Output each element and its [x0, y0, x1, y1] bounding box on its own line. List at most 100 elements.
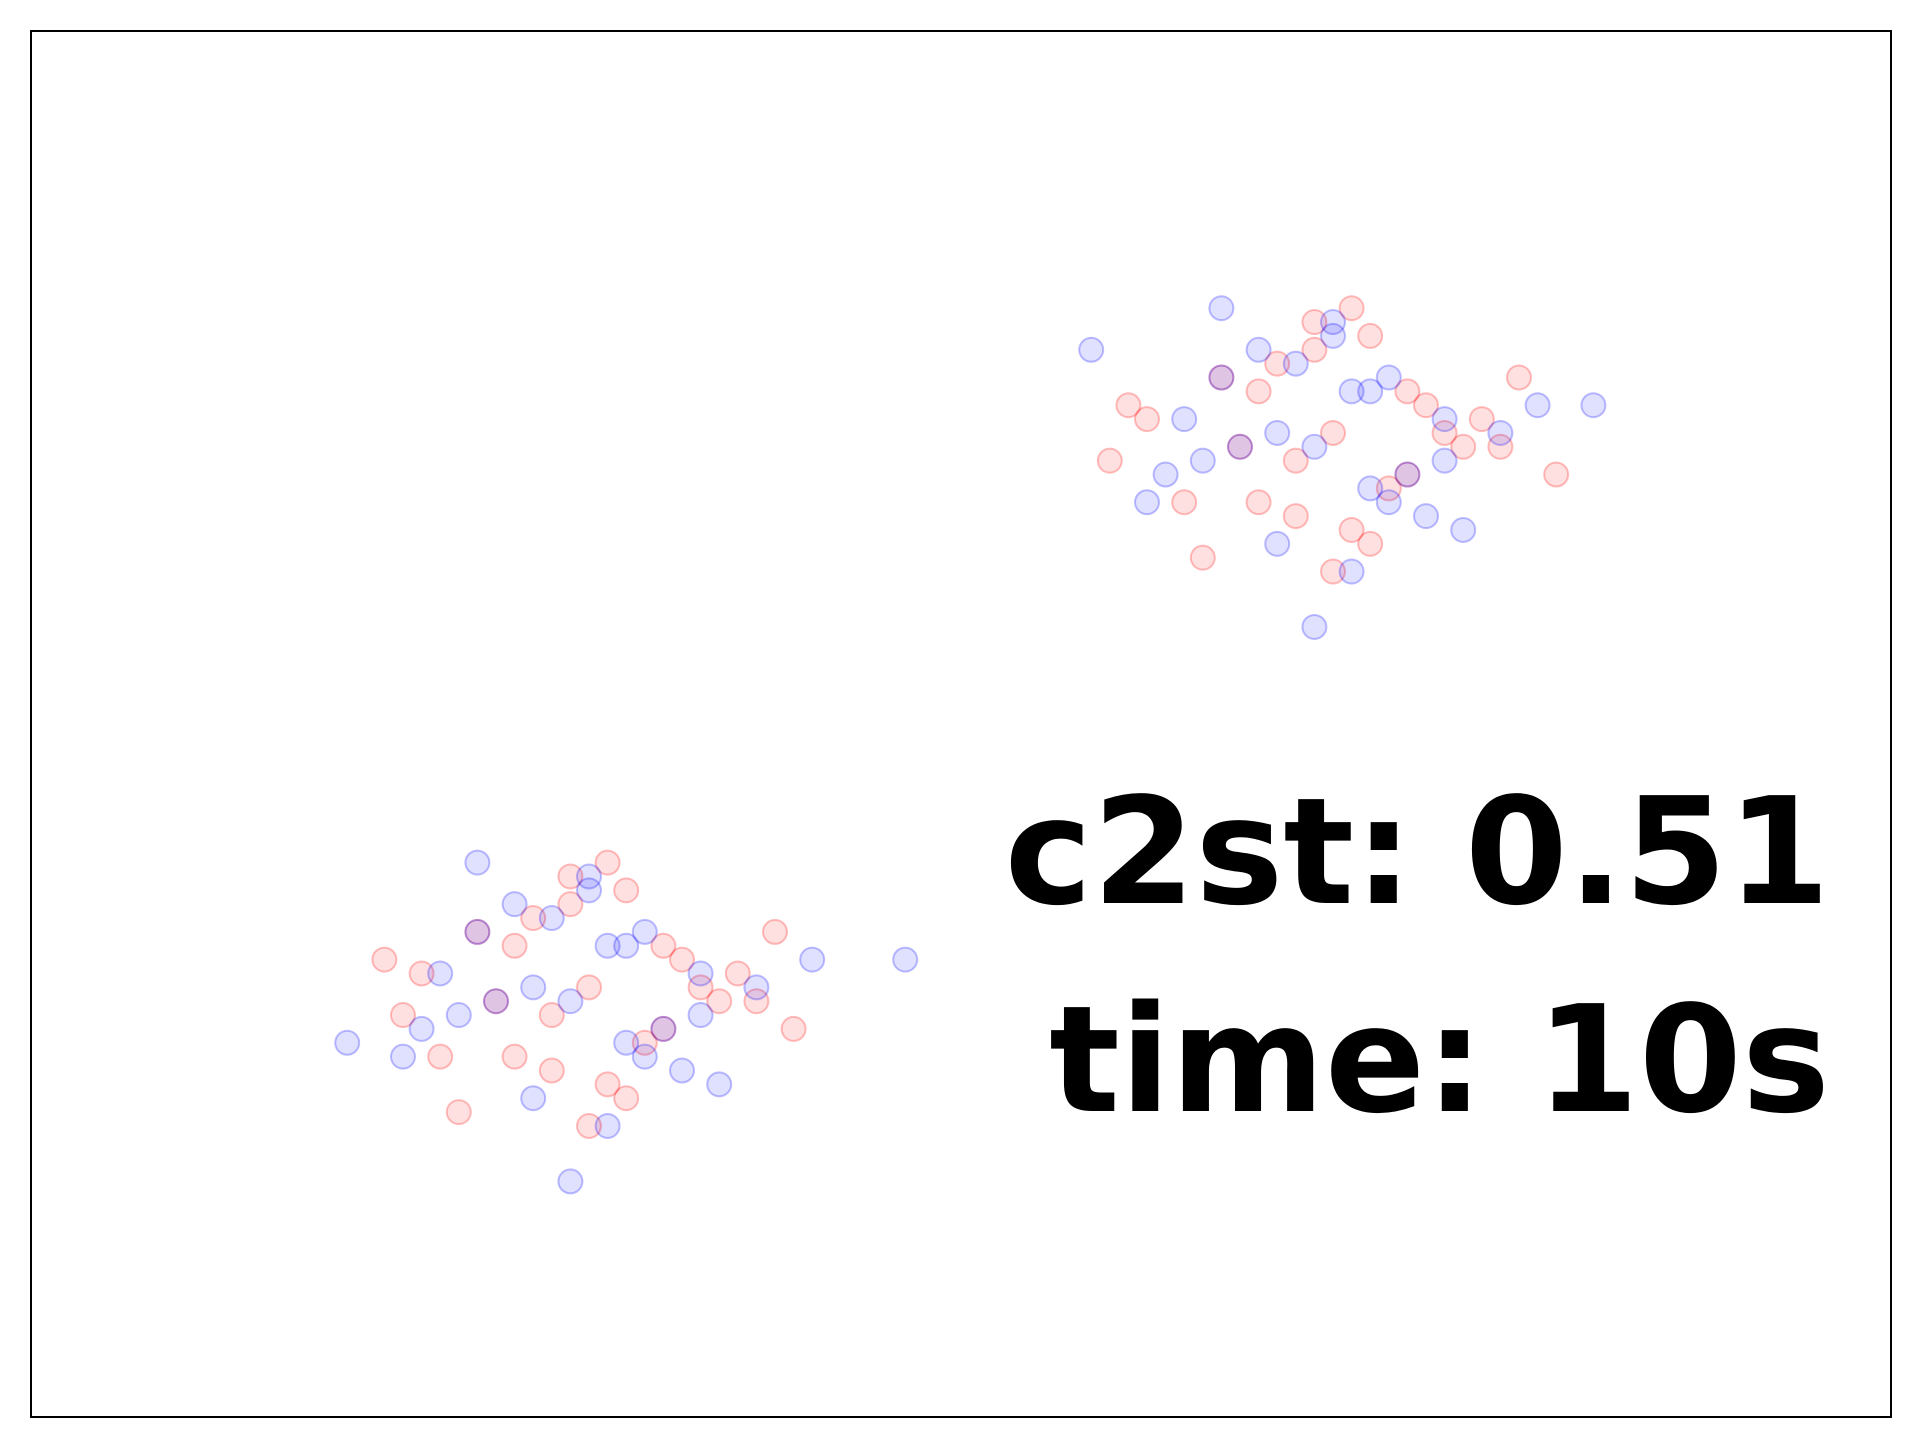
point — [706, 988, 733, 1015]
point — [650, 932, 677, 959]
point — [501, 891, 528, 918]
point — [1338, 378, 1365, 405]
point — [1264, 419, 1291, 446]
point — [1282, 503, 1309, 530]
point — [762, 918, 788, 945]
point — [1264, 530, 1291, 557]
point — [576, 863, 602, 890]
point — [669, 946, 695, 973]
point — [1375, 475, 1402, 502]
point — [1171, 406, 1198, 433]
point — [687, 960, 714, 987]
point — [1338, 516, 1365, 543]
point — [1301, 309, 1328, 336]
point — [445, 1099, 472, 1126]
point — [1189, 544, 1216, 571]
point — [483, 988, 509, 1015]
point — [1320, 322, 1346, 349]
point — [1301, 336, 1328, 363]
point — [1468, 406, 1495, 433]
point — [669, 1057, 695, 1084]
point — [1487, 433, 1514, 460]
point — [1152, 461, 1179, 488]
point — [1487, 419, 1514, 446]
point — [1301, 433, 1328, 460]
point — [427, 960, 454, 987]
point — [1450, 433, 1477, 460]
annotation: c2st: 0.51 — [1005, 766, 1830, 938]
point — [1282, 350, 1309, 377]
point — [576, 877, 602, 904]
point — [650, 1015, 677, 1042]
point — [371, 946, 398, 973]
point — [892, 946, 919, 973]
point — [1375, 489, 1402, 516]
point — [1320, 419, 1346, 446]
point — [594, 1112, 621, 1139]
point — [1282, 447, 1309, 474]
point — [613, 1029, 640, 1056]
point — [1357, 322, 1384, 349]
point — [464, 918, 491, 945]
point — [557, 863, 584, 890]
point — [687, 1002, 714, 1029]
point — [557, 891, 584, 918]
point — [631, 918, 658, 945]
point — [613, 932, 640, 959]
point — [594, 932, 621, 959]
point — [464, 918, 491, 945]
point — [1245, 489, 1272, 516]
annotation: time: 10s — [1049, 974, 1830, 1146]
point — [1543, 461, 1570, 488]
point — [743, 974, 770, 1001]
point — [538, 1002, 565, 1029]
point — [1245, 378, 1272, 405]
point — [1431, 447, 1458, 474]
point — [631, 1043, 658, 1070]
point — [1208, 364, 1235, 391]
point — [390, 1002, 416, 1029]
point — [1245, 336, 1272, 363]
point — [1338, 295, 1365, 322]
point — [650, 1015, 677, 1042]
point — [1450, 516, 1477, 543]
point — [1208, 364, 1235, 391]
point — [1357, 475, 1384, 502]
point — [557, 1168, 584, 1195]
point — [427, 1043, 454, 1070]
point — [1431, 419, 1458, 446]
point — [445, 1002, 472, 1029]
point — [1431, 406, 1458, 433]
point — [1357, 378, 1384, 405]
point — [538, 1057, 565, 1084]
points — [334, 295, 1607, 1195]
point — [464, 849, 491, 876]
point — [408, 960, 435, 987]
point — [334, 1029, 361, 1056]
point — [1357, 530, 1384, 557]
point — [408, 1015, 435, 1042]
point — [501, 932, 528, 959]
point — [724, 960, 751, 987]
point — [576, 1112, 602, 1139]
point — [576, 974, 602, 1001]
point — [1134, 406, 1160, 433]
point — [1208, 295, 1235, 322]
point — [1375, 364, 1402, 391]
point — [520, 1085, 547, 1112]
point — [1189, 447, 1216, 474]
point — [706, 1071, 733, 1098]
point — [1115, 392, 1142, 419]
point — [687, 974, 714, 1001]
point — [1338, 558, 1365, 585]
point — [1320, 558, 1346, 585]
point — [613, 877, 640, 904]
point — [520, 974, 547, 1001]
point — [557, 988, 584, 1015]
point — [1301, 613, 1328, 640]
point — [799, 946, 826, 973]
point — [1096, 447, 1123, 474]
point — [743, 988, 770, 1015]
plot-frame — [30, 30, 1892, 1418]
